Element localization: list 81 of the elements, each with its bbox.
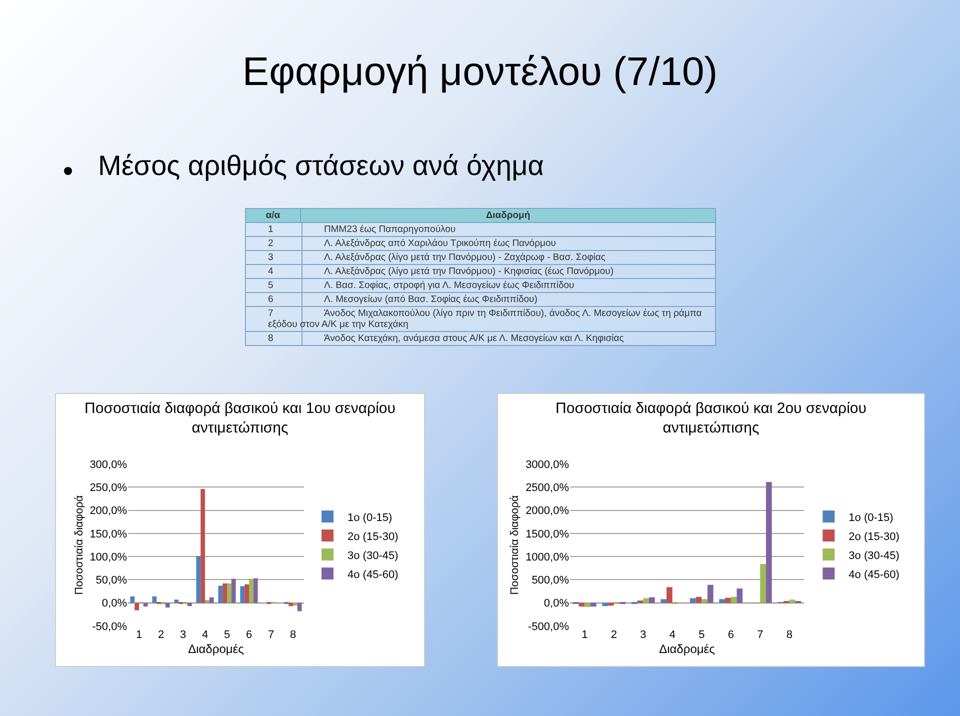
bar — [240, 586, 245, 603]
text: εξόδου στον Α/Κ με την Κατεχάκη — [268, 319, 408, 330]
text: Εφαρμογή μοντέλου (7/10) — [241, 50, 719, 95]
bar — [205, 600, 210, 603]
legend-label: 2ο (15-30) — [848, 530, 900, 543]
legend-label: 4ο (45-60) — [348, 568, 398, 581]
y-tick-label: 0,0% — [102, 598, 128, 610]
y-tick-label: 2500,0% — [526, 482, 570, 494]
bar — [187, 602, 192, 606]
bar — [174, 600, 179, 603]
category-label: 4 Λ. Αλεξάνδρας (λίγο μετά την Πανόρμου) - Κηφισίας (έως Πανόρμου) — [268, 266, 614, 277]
category-label: 7 Άνοδος Μιχαλακοπούλου (λίγο πριν τη Φειδιππίδου), άνοδος Λ. Μεσογείων έως τη ράμπα — [268, 308, 702, 319]
y-tick-label: 250,0% — [90, 482, 128, 494]
bar — [249, 578, 254, 603]
bar — [222, 583, 227, 603]
bar — [297, 602, 302, 612]
x-tick-label: 8 — [290, 629, 296, 641]
category-label: 1 ΠΜΜ23 έως Παπαρηγοπούλου — [268, 224, 456, 235]
y-tick-label: 500,0% — [532, 574, 570, 587]
y-tick-label: -50,0% — [92, 620, 128, 633]
category-label: 3 Λ. Αλεξάνδρας (λίγο μετά την Πανόρμου) - Ζαχάρωφ - Βασ. Σοφίας — [268, 252, 606, 263]
bar — [253, 578, 258, 603]
y-tick-label: 3000,0% — [526, 458, 570, 471]
chart-title: Ποσοστιαία διαφορά βασικού και 2ου σεναρίου αντιμετώπισης — [556, 400, 866, 437]
bar — [143, 602, 148, 607]
legend-label: 1ο (0-15) — [348, 512, 392, 524]
y-tick-label: 2000,0% — [526, 505, 570, 518]
x-tick-label: 6 — [728, 629, 734, 641]
y-tick-label: 1500,0% — [526, 528, 570, 540]
bar — [130, 596, 135, 603]
x-tick-label: 6 — [246, 629, 252, 641]
text: Διαδρομή — [300, 208, 716, 222]
x-tick-label: 5 — [224, 629, 230, 641]
bar — [134, 602, 139, 610]
x-tick-label: 1 — [136, 629, 142, 641]
x-tick-label: 7 — [268, 629, 274, 641]
bar — [165, 602, 170, 608]
legend-label: 1ο (0-15) — [848, 512, 894, 524]
category-label: 2 Λ. Αλεξάνδρας από Χαριλάου Τρικούπη έως Πανόρμου — [268, 238, 556, 249]
x-tick-label: 4 — [669, 629, 676, 641]
bar — [152, 596, 157, 603]
x-tick-label: 2 — [610, 629, 617, 641]
x-axis-title: Διαδρομές — [659, 642, 716, 656]
chart-title: Ποσοστιαία διαφορά βασικού και 1ου σεναρίου αντιμετώπισης — [84, 400, 396, 437]
y-tick-label: -500,0% — [528, 620, 570, 633]
x-tick-label: 5 — [698, 629, 705, 641]
bar — [200, 488, 205, 603]
category-label: 5 Λ. Βασ. Σοφίας, στροφή για Λ. Μεσογείων έως Φειδιππίδου — [268, 280, 574, 291]
category-label: 8 Άνοδος Κατεχάκη, ανάμεσα στους Α/Κ με Λ. Μεσογείων και Λ. Κηφισίας — [268, 333, 624, 344]
y-tick-label: 50,0% — [96, 574, 128, 587]
y-tick-label: 0,0% — [544, 598, 570, 610]
y-tick-label: 300,0% — [90, 458, 128, 471]
y-axis-title: Ποσοστιαία διαφορά — [509, 494, 522, 595]
y-tick-label: 100,0% — [90, 551, 128, 564]
text: α/α — [246, 208, 300, 222]
x-tick-label: 3 — [640, 629, 646, 641]
bar — [196, 556, 201, 603]
x-tick-label: 4 — [202, 629, 208, 641]
text: Μέσος αριθμός στάσεων ανά όχημα — [98, 150, 544, 182]
bar — [288, 602, 293, 606]
y-axis-title: Ποσοστιαία διαφορά — [73, 494, 86, 595]
category-label: 6 Λ. Μεσογείων (από Βασ. Σοφίας έως Φειδιππίδου) — [268, 294, 538, 305]
legend-label: 2ο (15-30) — [348, 530, 398, 543]
x-tick-label: 7 — [757, 629, 764, 641]
legend-label: 4ο (45-60) — [848, 568, 900, 581]
x-tick-label: 8 — [786, 629, 792, 641]
legend-label: 3ο (30-45) — [348, 550, 398, 562]
bar — [227, 583, 232, 603]
legend-label: 3ο (30-45) — [848, 550, 900, 562]
x-tick-label: 1 — [582, 629, 588, 641]
y-tick-label: 150,0% — [90, 528, 128, 540]
bar — [244, 584, 249, 603]
x-axis-title: Διαδρομές — [188, 642, 244, 656]
x-tick-label: 3 — [180, 629, 186, 641]
bar — [293, 602, 298, 606]
bar — [231, 578, 236, 603]
bar — [218, 586, 223, 603]
y-tick-label: 200,0% — [90, 505, 128, 518]
x-tick-label: 2 — [158, 629, 164, 641]
y-tick-label: 1000,0% — [526, 551, 570, 564]
bar — [209, 597, 214, 603]
